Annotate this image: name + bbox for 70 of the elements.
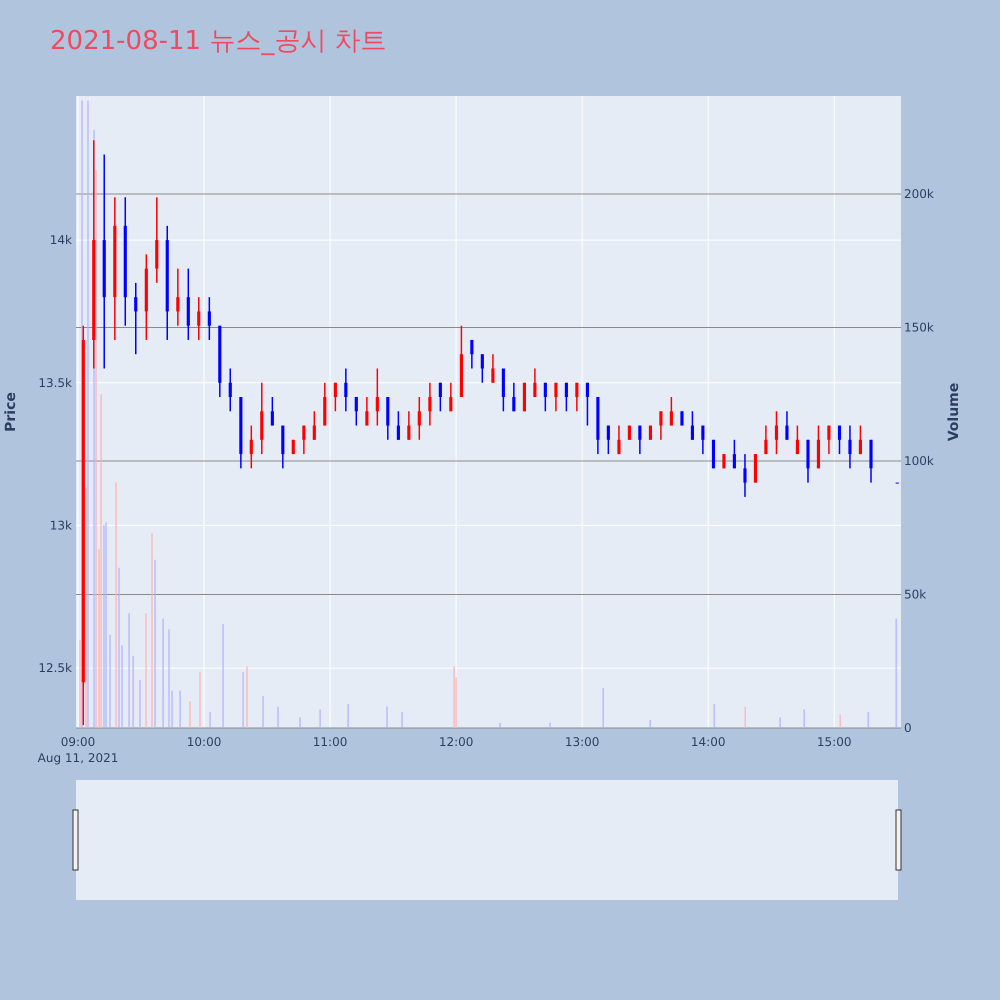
y-tick-label: 13k [50,518,72,532]
chart-title: 2021-08-11 뉴스_공시 차트 [50,26,387,56]
y-axis-title: Price [3,392,19,432]
x-tick-label: 15:00 [816,735,852,749]
y2-tick-label: 150k [904,320,934,334]
candlestick [838,424,842,455]
candlestick [376,368,379,426]
candlestick [575,382,578,412]
candlestick [407,410,410,441]
x-tick-label: 10:00 [186,735,222,749]
y-tick-label: 14k [50,233,72,248]
candlestick [722,453,726,470]
y-tick-label: 13.5k [38,376,72,390]
candlestick [312,410,316,441]
candlestick [228,368,232,412]
y2-tick-label: 0 [904,721,912,735]
candlestick [134,282,138,355]
x-tick-label: 11:00 [312,735,348,749]
candlestick [197,296,200,341]
candlestick [858,424,862,455]
candlestick [533,368,536,398]
candlestick [418,396,421,441]
candlestick [512,382,516,412]
candlestick [564,382,568,412]
candlestick [480,353,484,384]
candlestick [743,453,747,498]
candlestick [449,382,452,412]
x-tick-label: 09:00 [60,735,96,749]
candlestick [586,382,590,426]
candlestick [176,268,180,326]
candlestick [648,424,652,441]
candlestick [208,296,211,341]
candlestick [774,410,778,455]
candlestick [250,424,253,470]
candlestick [659,410,662,441]
candlestick [344,368,348,412]
candlestick [827,424,830,455]
candlestick [628,424,631,441]
y2-tick-label: 50k [904,588,926,602]
candlestick [785,410,789,441]
candlestick [554,382,558,412]
candlestick [428,382,432,426]
candlestick [354,396,358,426]
candlestick [302,424,306,455]
candlestick [606,424,610,455]
x-tick-label: 12:00 [438,735,474,749]
y-tick-label: 12.5k [38,661,72,676]
text: Aug 11, 2021 [38,751,118,765]
candlestick [764,424,768,455]
y2-tick-label: 200k [904,186,934,201]
candlestick [732,439,736,470]
candlestick [365,396,368,426]
candlestick [470,339,474,370]
candlestick [670,396,673,426]
y2-axis-title: Volume [946,382,962,442]
x-tick-label: 13:00 [564,735,600,749]
candlestick [617,424,621,455]
candlestick [544,382,547,412]
y2-tick-label: 100k [904,454,934,468]
candlestick [701,424,704,455]
candlestick [848,424,852,470]
candlestick [270,396,274,426]
candlestick [334,382,337,412]
candlestick [796,424,799,455]
candlestick [491,353,494,384]
candlestick [638,424,642,455]
x-tick-label: 14:00 [690,735,726,749]
candlestick [396,410,400,441]
candlestick [438,382,442,412]
candlestick [690,410,694,441]
